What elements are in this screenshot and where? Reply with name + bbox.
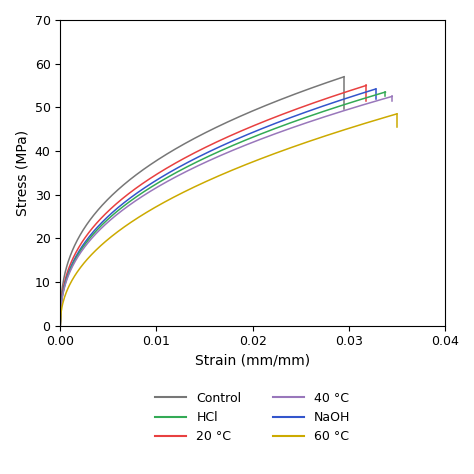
X-axis label: Strain (mm/mm): Strain (mm/mm): [195, 354, 310, 368]
Legend: Control, HCl, 20 °C, 40 °C, NaOH, 60 °C: Control, HCl, 20 °C, 40 °C, NaOH, 60 °C: [150, 387, 356, 448]
Y-axis label: Stress (MPa): Stress (MPa): [15, 130, 29, 216]
